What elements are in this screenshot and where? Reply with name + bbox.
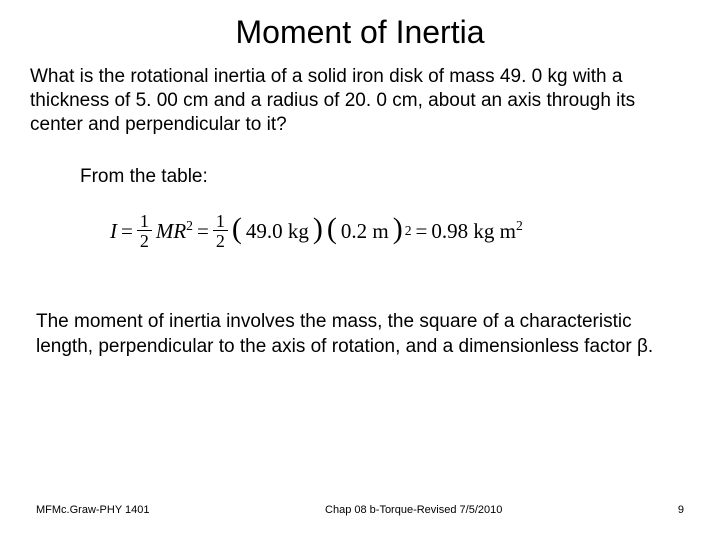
sup-mr: 2 — [186, 218, 193, 233]
fraction-half-2: 1 2 — [213, 212, 228, 250]
slide-container: Moment of Inertia What is the rotational… — [0, 0, 720, 540]
footer-center: Chap 08 b-Torque-Revised 7/5/2010 — [325, 504, 502, 516]
equation-line: I = 1 2 MR2 = 1 2 ( 49.0 kg ) ( 0.2 m )2… — [0, 212, 720, 250]
result-num: 0.98 kg m — [431, 219, 516, 243]
den-1: 2 — [137, 230, 152, 250]
var-I: I — [110, 219, 117, 244]
equals-1: = — [121, 219, 133, 244]
problem-text: What is the rotational inertia of a soli… — [0, 65, 720, 136]
num-1: 1 — [137, 212, 152, 230]
rparen-mass: ) — [313, 212, 323, 246]
slide-title: Moment of Inertia — [0, 0, 720, 59]
from-table-label: From the table: — [0, 166, 720, 188]
sup-result: 2 — [516, 218, 523, 233]
footer: MFMc.Graw-PHY 1401 Chap 08 b-Torque-Revi… — [0, 504, 720, 516]
mr2: MR2 — [156, 218, 193, 244]
num-2: 1 — [213, 212, 228, 230]
radius-value: 0.2 m — [341, 219, 389, 244]
var-MR: MR — [156, 219, 186, 243]
mass-value: 49.0 kg — [246, 219, 309, 244]
equals-3: = — [416, 219, 428, 244]
footer-right: 9 — [678, 504, 684, 516]
footer-left: MFMc.Graw-PHY 1401 — [36, 504, 150, 516]
fraction-half-1: 1 2 — [137, 212, 152, 250]
explanation-text: The moment of inertia involves the mass,… — [0, 310, 720, 359]
result-value: 0.98 kg m2 — [431, 218, 522, 244]
lparen-mass: ( — [232, 212, 242, 246]
lparen-radius: ( — [327, 212, 337, 246]
sup-radius: 2 — [405, 223, 412, 239]
rparen-radius: ) — [393, 212, 403, 246]
equals-2: = — [197, 219, 209, 244]
den-2: 2 — [213, 230, 228, 250]
